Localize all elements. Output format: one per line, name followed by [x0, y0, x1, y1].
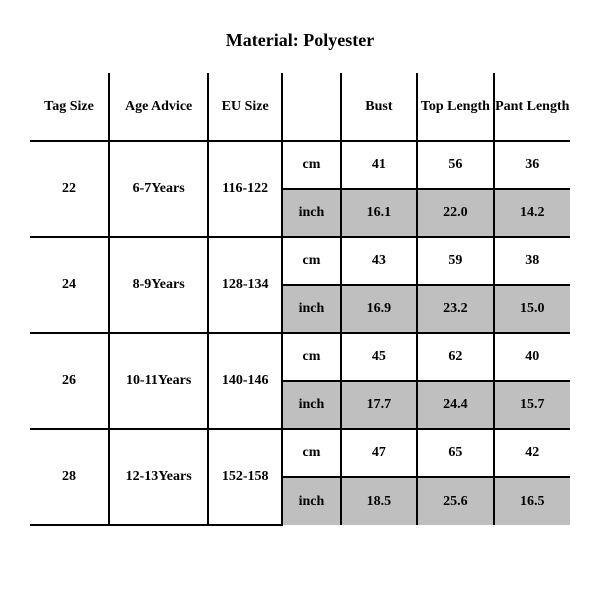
cell-unit: inch: [282, 189, 341, 237]
table-row: 26 10-11Years 140-146 cm 45 62 40: [30, 333, 570, 381]
cell-tag: 24: [30, 237, 109, 333]
cell-eu: 140-146: [208, 333, 282, 429]
cell-pant: 15.0: [494, 285, 570, 333]
cell-pant: 36: [494, 141, 570, 189]
cell-unit: cm: [282, 141, 341, 189]
cell-top: 65: [417, 429, 493, 477]
page-title: Material: Polyester: [0, 30, 600, 51]
size-table: Tag Size Age Advice EU Size Bust Top Len…: [30, 73, 570, 526]
cell-age: 12-13Years: [109, 429, 208, 525]
cell-tag: 28: [30, 429, 109, 525]
cell-pant: 16.5: [494, 477, 570, 525]
col-unit: [282, 73, 341, 141]
cell-eu: 128-134: [208, 237, 282, 333]
cell-bust: 43: [341, 237, 417, 285]
cell-age: 8-9Years: [109, 237, 208, 333]
cell-bust: 18.5: [341, 477, 417, 525]
cell-pant: 40: [494, 333, 570, 381]
cell-top: 25.6: [417, 477, 493, 525]
cell-pant: 38: [494, 237, 570, 285]
table-header-row: Tag Size Age Advice EU Size Bust Top Len…: [30, 73, 570, 141]
cell-eu: 116-122: [208, 141, 282, 237]
page: Material: Polyester Tag Size Age Advice …: [0, 0, 600, 600]
col-eu-size: EU Size: [208, 73, 282, 141]
col-top-length: Top Length: [417, 73, 493, 141]
cell-top: 62: [417, 333, 493, 381]
cell-unit: cm: [282, 237, 341, 285]
col-bust: Bust: [341, 73, 417, 141]
cell-unit: inch: [282, 381, 341, 429]
cell-bust: 45: [341, 333, 417, 381]
cell-unit: cm: [282, 429, 341, 477]
table-row: 22 6-7Years 116-122 cm 41 56 36: [30, 141, 570, 189]
table-row: 24 8-9Years 128-134 cm 43 59 38: [30, 237, 570, 285]
cell-bust: 41: [341, 141, 417, 189]
cell-age: 6-7Years: [109, 141, 208, 237]
cell-pant: 14.2: [494, 189, 570, 237]
col-pant-length: Pant Length: [494, 73, 570, 141]
cell-age: 10-11Years: [109, 333, 208, 429]
cell-top: 56: [417, 141, 493, 189]
cell-eu: 152-158: [208, 429, 282, 525]
cell-top: 23.2: [417, 285, 493, 333]
cell-bust: 47: [341, 429, 417, 477]
table-row: 28 12-13Years 152-158 cm 47 65 42: [30, 429, 570, 477]
col-age-advice: Age Advice: [109, 73, 208, 141]
cell-tag: 26: [30, 333, 109, 429]
col-tag-size: Tag Size: [30, 73, 109, 141]
cell-pant: 15.7: [494, 381, 570, 429]
cell-bust: 17.7: [341, 381, 417, 429]
cell-unit: inch: [282, 285, 341, 333]
cell-bust: 16.9: [341, 285, 417, 333]
cell-unit: inch: [282, 477, 341, 525]
cell-bust: 16.1: [341, 189, 417, 237]
cell-top: 24.4: [417, 381, 493, 429]
cell-top: 22.0: [417, 189, 493, 237]
cell-top: 59: [417, 237, 493, 285]
cell-pant: 42: [494, 429, 570, 477]
cell-tag: 22: [30, 141, 109, 237]
cell-unit: cm: [282, 333, 341, 381]
